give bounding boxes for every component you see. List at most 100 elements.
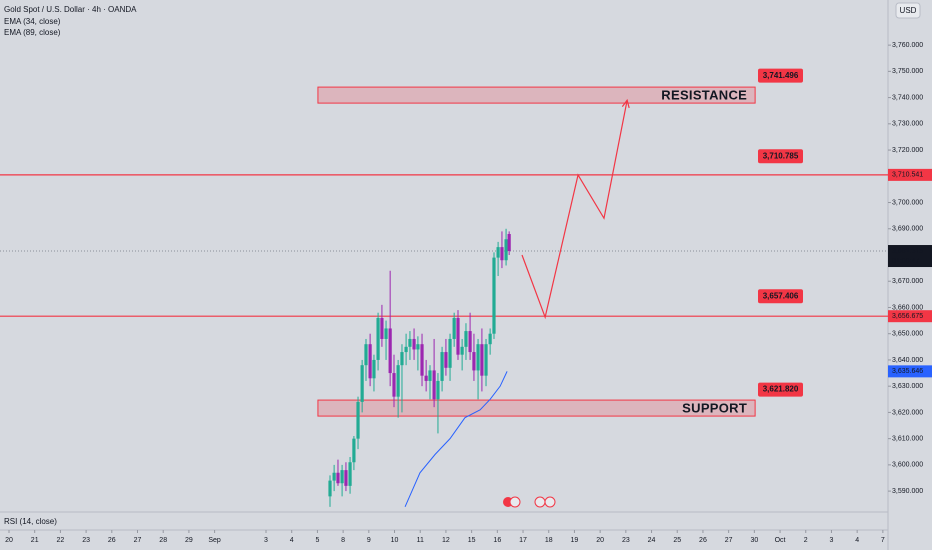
candle-body xyxy=(420,344,424,376)
y-tick-label: 3,590.000 xyxy=(892,488,923,495)
candle-body xyxy=(507,234,511,252)
candle-body xyxy=(500,247,504,261)
candle-body xyxy=(376,317,380,360)
candle-body xyxy=(484,344,488,376)
candle-body xyxy=(488,333,492,345)
y-tick-label: 3,740.000 xyxy=(892,94,923,101)
callout-box xyxy=(758,289,803,304)
callout-label: 3,621.820 xyxy=(763,385,799,394)
x-tick-label: 21 xyxy=(31,537,39,544)
x-tick-label: 16 xyxy=(493,537,501,544)
x-tick-label: 5 xyxy=(315,537,319,544)
x-tick-label: 23 xyxy=(622,537,630,544)
callout-label: 3,741.496 xyxy=(763,71,799,80)
candle-body xyxy=(464,331,468,347)
level-box xyxy=(888,365,932,378)
candle-body xyxy=(440,352,444,381)
y-tick-label: 3,640.000 xyxy=(892,357,923,364)
candle-body xyxy=(360,365,364,402)
currency-box[interactable] xyxy=(895,2,921,19)
candle-body xyxy=(332,472,336,481)
candle-body xyxy=(416,344,420,350)
candle-body xyxy=(340,470,344,484)
y-tick-label: 3,750.000 xyxy=(892,68,923,75)
x-tick-label: 26 xyxy=(108,537,116,544)
y-tick-label: 3,600.000 xyxy=(892,462,923,469)
y-tick-label: 3,700.000 xyxy=(892,199,923,206)
candle-body xyxy=(364,344,368,366)
x-tick-label: 30 xyxy=(750,537,758,544)
x-tick-label: Oct xyxy=(775,537,786,544)
x-tick-label: 4 xyxy=(855,537,859,544)
y-tick-label: 3,760.000 xyxy=(892,42,923,49)
candle-body xyxy=(348,462,352,486)
x-tick-label: 17 xyxy=(519,537,527,544)
candle-body xyxy=(472,352,476,371)
callout-box xyxy=(758,149,803,164)
candle-body xyxy=(344,470,348,486)
chart-title: Gold Spot / U.S. Dollar · 4h · OANDA xyxy=(4,5,137,14)
y-tick-label: 3,650.000 xyxy=(892,331,923,338)
candle-body xyxy=(452,317,456,339)
zone-label: RESISTANCE xyxy=(661,88,747,103)
x-tick-label: 23 xyxy=(82,537,90,544)
x-tick-label: 8 xyxy=(341,537,345,544)
pane-label: RSI (14, close) xyxy=(4,517,57,526)
candle-body xyxy=(424,375,428,381)
x-tick-label: 28 xyxy=(159,537,167,544)
x-tick-label: 27 xyxy=(134,537,142,544)
candle-body xyxy=(412,338,416,350)
callout-label: 3,657.406 xyxy=(763,291,799,300)
x-tick-label: 25 xyxy=(673,537,681,544)
y-tick-label: 3,670.000 xyxy=(892,278,923,285)
candle-body xyxy=(476,344,480,371)
candle-body xyxy=(504,239,508,261)
x-tick-label: Sep xyxy=(208,537,221,544)
x-tick-label: 12 xyxy=(442,537,450,544)
y-tick-label: 3,630.000 xyxy=(892,383,923,390)
zone-label: SUPPORT xyxy=(682,401,747,416)
x-tick-label: 18 xyxy=(545,537,553,544)
zone xyxy=(317,399,756,417)
x-tick-label: 3 xyxy=(830,537,834,544)
plot-area: RESISTANCE SUPPORT xyxy=(0,86,888,508)
event-icons[interactable] xyxy=(503,496,556,508)
y-tick-label: 3,610.000 xyxy=(892,435,923,442)
candle-body xyxy=(492,257,496,334)
level-label: 3,656.675 xyxy=(892,313,923,320)
ema-line xyxy=(404,371,508,508)
y-tick-label: 3,690.000 xyxy=(892,226,923,233)
level-box xyxy=(888,310,932,323)
x-tick-label: 7 xyxy=(881,537,885,544)
x-tick-label: 29 xyxy=(185,537,193,544)
x-tick-label: 3 xyxy=(264,537,268,544)
candle-body xyxy=(372,359,376,379)
candle-body xyxy=(460,346,464,355)
candle-body xyxy=(480,344,484,376)
candle-body xyxy=(408,338,412,347)
x-tick-label: 15 xyxy=(468,537,476,544)
x-tick-label: 24 xyxy=(648,537,656,544)
candle-body xyxy=(356,401,360,439)
candle-body xyxy=(448,338,452,368)
callout-label: 3,710.785 xyxy=(763,151,799,160)
candle-body xyxy=(352,438,356,463)
candle-body xyxy=(432,370,436,400)
y-tick-label: 3,620.000 xyxy=(892,409,923,416)
projection-arrowhead xyxy=(621,98,630,109)
candle-body xyxy=(436,380,440,400)
currency[interactable]: USD xyxy=(900,6,917,15)
candle-body xyxy=(456,317,460,355)
candle-body xyxy=(396,365,400,397)
y-tick-label: 3,720.000 xyxy=(892,147,923,154)
candle-body xyxy=(328,480,332,497)
x-tick-label: 4 xyxy=(290,537,294,544)
projection-path xyxy=(521,100,628,320)
countdown: 01:06:47 xyxy=(892,258,919,265)
x-tick-label: 19 xyxy=(571,537,579,544)
x-tick-label: 11 xyxy=(417,537,424,544)
candle-body xyxy=(368,344,372,379)
